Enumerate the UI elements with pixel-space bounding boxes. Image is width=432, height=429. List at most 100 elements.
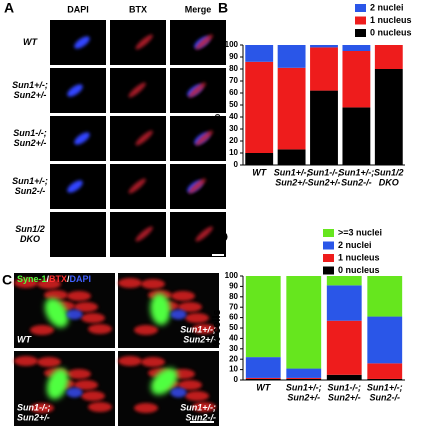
bar-segment xyxy=(277,149,306,165)
label-line: DKO xyxy=(379,177,399,187)
label-line: Sun2+/- xyxy=(14,138,47,148)
label-line: Sun2+/- xyxy=(328,392,361,402)
bar-segment xyxy=(277,45,306,68)
y-tick-label: 70 xyxy=(229,302,238,311)
y-tick-label: 50 xyxy=(229,323,238,332)
micrograph xyxy=(110,116,166,161)
y-tick-label: 80 xyxy=(229,64,238,73)
btx-signal xyxy=(192,324,216,334)
y-tick-label: 100 xyxy=(225,271,239,280)
y-tick-label: 10 xyxy=(229,148,238,157)
dapi-signal xyxy=(66,309,83,320)
micrograph xyxy=(50,212,106,257)
micrograph xyxy=(110,212,166,257)
legend-label: >=3 nuclei xyxy=(338,227,382,237)
btx-signal xyxy=(44,290,68,300)
nucleus-signal xyxy=(67,84,83,97)
bar-segment xyxy=(310,45,338,48)
btx-signal xyxy=(188,178,206,194)
legend-swatch xyxy=(323,254,334,262)
nucleus-signal xyxy=(74,132,90,145)
panel-letter: A xyxy=(4,0,14,16)
label-line: Sun2-/- xyxy=(186,412,217,422)
legend-label: 2 nuclei xyxy=(338,240,372,250)
label-line: Sun2+/- xyxy=(308,177,341,187)
label-line: WT xyxy=(252,167,267,177)
btx-signal xyxy=(37,357,61,367)
bar-segment xyxy=(245,378,281,380)
bar-segment xyxy=(245,61,274,153)
bar-segment xyxy=(326,276,362,286)
bar-segment xyxy=(245,357,281,378)
bar-segment xyxy=(367,316,403,364)
btx-signal xyxy=(14,278,38,288)
bar-segment xyxy=(286,377,322,379)
bar-segment xyxy=(342,45,371,51)
label-line: Sun1-/-; xyxy=(307,167,341,177)
btx-signal xyxy=(134,403,158,413)
btx-signal xyxy=(185,391,209,401)
label-line: DKO xyxy=(20,234,40,244)
bar-segment xyxy=(367,276,403,317)
panel-letter: C xyxy=(2,272,12,288)
label-line: WT xyxy=(17,334,32,344)
y-tick-label: 80 xyxy=(229,292,238,301)
btx-signal xyxy=(141,279,165,289)
legend-label: 0 nucleus xyxy=(338,265,380,275)
label-line: Sun2+/- xyxy=(183,334,216,344)
panel-c: C WTSun1+/-;Sun2+/-Sun1-/-;Sun2+/-Sun1+/… xyxy=(2,272,219,426)
y-tick-label: 70 xyxy=(229,76,238,85)
y-axis-label: % cells xyxy=(211,86,223,123)
label-line: Sun1+/-; xyxy=(367,382,403,392)
label-line: Sun2+/- xyxy=(14,90,47,100)
nucleus-signal xyxy=(74,36,90,49)
y-tick-label: 60 xyxy=(229,88,238,97)
btx-signal xyxy=(67,369,91,379)
bar-segment xyxy=(245,276,281,358)
bar-segment xyxy=(245,45,274,62)
label-line: Sun2-/- xyxy=(15,186,46,196)
y-tick-label: 90 xyxy=(229,282,238,291)
legend-swatch xyxy=(355,29,366,37)
bar-segment xyxy=(286,378,322,380)
micrograph xyxy=(110,20,166,65)
btx-signal xyxy=(74,302,98,312)
syne-signal xyxy=(44,298,69,328)
btx-signal xyxy=(81,391,105,401)
btx-signal xyxy=(185,313,209,323)
legend-swatch xyxy=(323,229,334,237)
nucleus-signal xyxy=(67,180,83,193)
bar-segment xyxy=(310,90,338,165)
btx-signal xyxy=(74,380,98,390)
stain-legend: Syne-1/BTX/DAPI xyxy=(17,274,91,284)
legend-swatch xyxy=(355,16,366,25)
label-line: Sun2+/- xyxy=(17,412,50,422)
btx-signal xyxy=(178,302,202,312)
column-header: Merge xyxy=(185,4,212,14)
bar-segment xyxy=(342,107,371,165)
stain-part: BTX xyxy=(49,274,67,284)
scale-bar xyxy=(212,254,224,256)
bar-segment xyxy=(367,378,403,380)
dapi-signal xyxy=(170,387,187,398)
stain-part: / xyxy=(67,274,70,284)
label-line: Sun1+/-; xyxy=(180,324,216,334)
label-line: Sun1-/-; xyxy=(17,402,51,412)
dapi-signal xyxy=(170,309,187,320)
bar-segment xyxy=(367,363,403,379)
y-tick-label: 20 xyxy=(229,354,238,363)
bar-segment xyxy=(374,69,403,165)
bar-segment xyxy=(342,51,371,108)
btx-signal xyxy=(135,34,153,50)
label-line: Sun1+/-; xyxy=(12,176,48,186)
btx-signal xyxy=(135,130,153,146)
bar-segment xyxy=(245,377,281,379)
column-header: BTX xyxy=(129,4,147,14)
btx-signal xyxy=(192,402,216,412)
label-line: Sun1-/-; xyxy=(13,128,47,138)
y-tick-label: 20 xyxy=(229,136,238,145)
btx-signal xyxy=(118,356,142,366)
syne-signal xyxy=(150,368,178,395)
bar-segment xyxy=(245,153,274,165)
